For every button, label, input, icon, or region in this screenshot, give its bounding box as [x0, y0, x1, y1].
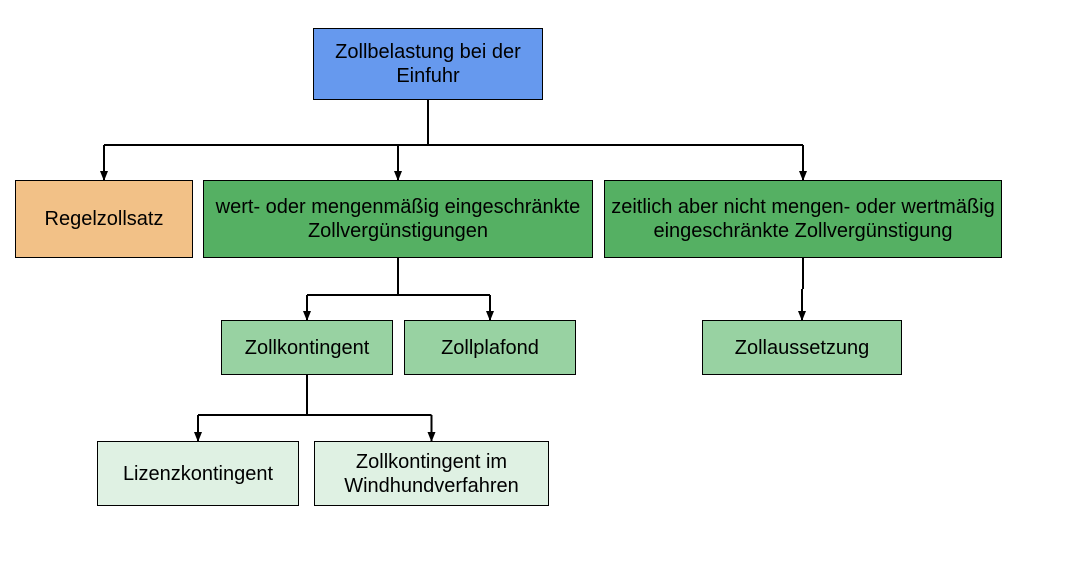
node-root: Zollbelastung bei der Einfuhr [313, 28, 543, 100]
node-regelzollsatz: Regelzollsatz [15, 180, 193, 258]
node-wert-mengen: wert- oder mengenmäßig eingeschränkte Zo… [203, 180, 593, 258]
node-label: Regelzollsatz [45, 207, 164, 231]
node-label: Zollplafond [441, 336, 539, 360]
node-label: zeitlich aber nicht mengen- oder wertmäß… [611, 195, 995, 243]
node-label: wert- oder mengenmäßig eingeschränkte Zo… [210, 195, 586, 243]
node-zollplafond: Zollplafond [404, 320, 576, 375]
node-zollkontingent: Zollkontingent [221, 320, 393, 375]
node-label: Lizenzkontingent [123, 462, 273, 486]
node-label: Zollbelastung bei der Einfuhr [320, 40, 536, 88]
node-label: Zollkontingent [245, 336, 370, 360]
node-label: Zollaussetzung [735, 336, 870, 360]
node-windhund: Zollkontingent im Windhundverfahren [314, 441, 549, 506]
node-zollaussetzung: Zollaussetzung [702, 320, 902, 375]
node-lizenzkontingent: Lizenzkontingent [97, 441, 299, 506]
node-zeitlich: zeitlich aber nicht mengen- oder wertmäß… [604, 180, 1002, 258]
node-label: Zollkontingent im Windhundverfahren [321, 450, 542, 498]
